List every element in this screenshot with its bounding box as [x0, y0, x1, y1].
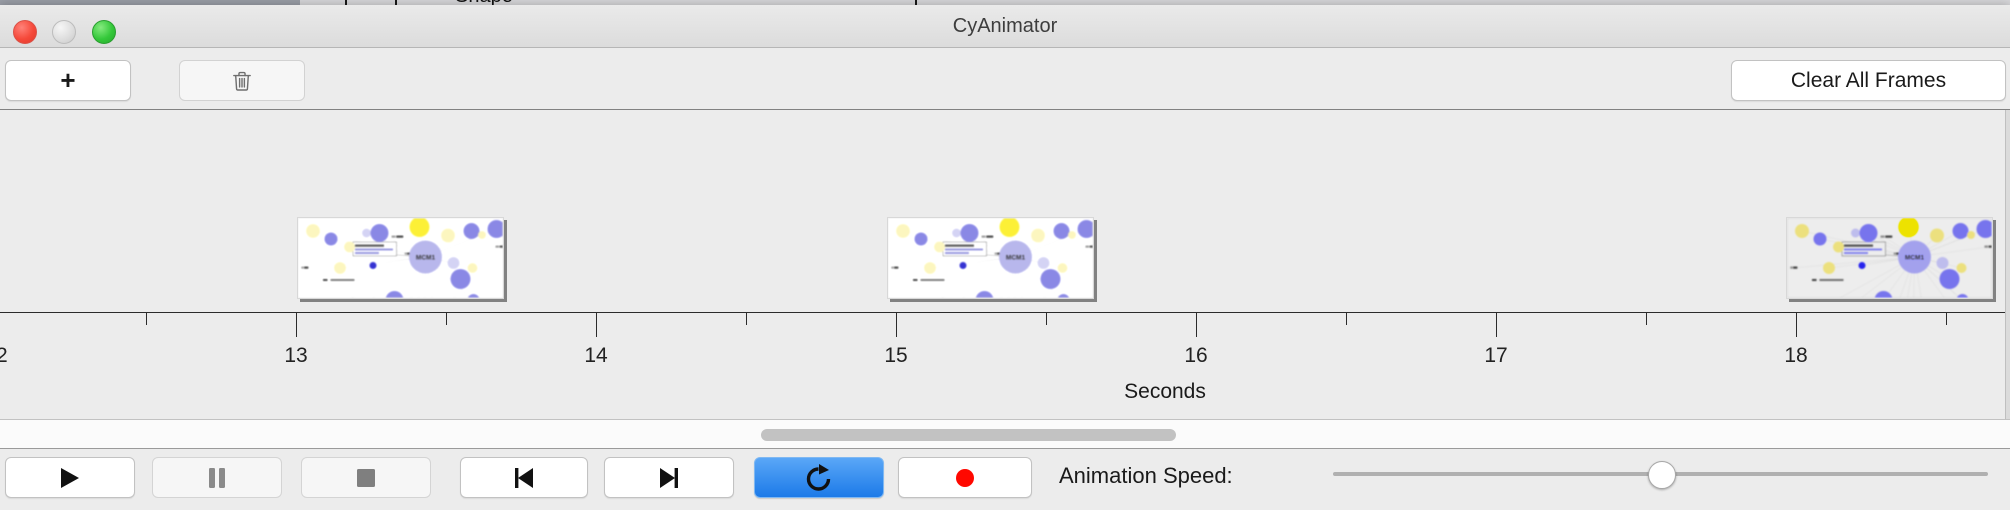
- svg-text:MCM1: MCM1: [1905, 255, 1925, 262]
- svg-text:MCM1: MCM1: [1006, 255, 1026, 262]
- svg-text:MCM1: MCM1: [416, 255, 436, 262]
